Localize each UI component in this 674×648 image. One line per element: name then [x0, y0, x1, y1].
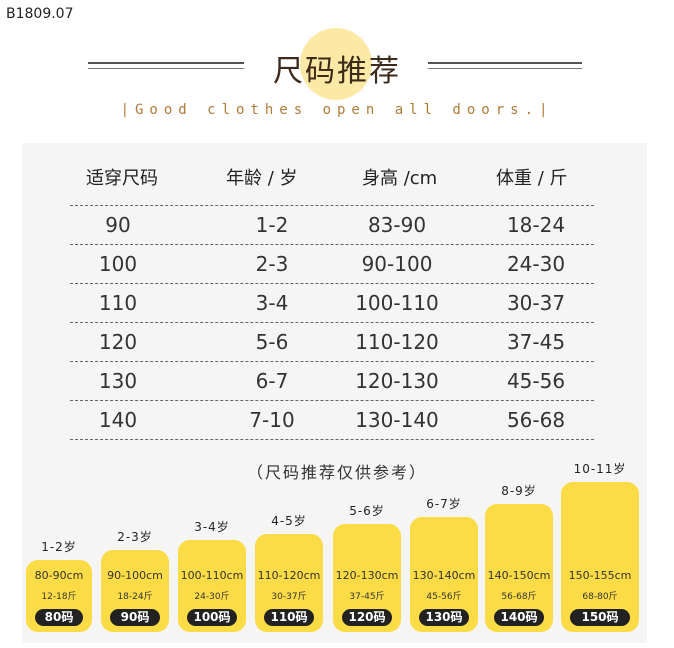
row-divider	[70, 439, 594, 440]
card-weight-range: 12-18斤	[41, 592, 77, 602]
card-height-range: 100-110cm	[180, 569, 244, 582]
age-cell: 1-2	[255, 213, 289, 237]
card-age-label: 2-3岁	[117, 530, 153, 544]
card-body: 80-90cm 12-18斤 80码	[26, 560, 92, 632]
height-cell: 130-140	[355, 408, 439, 432]
card-weight-range: 18-24斤	[117, 592, 153, 602]
age-cell: 7-10	[249, 408, 295, 432]
size-cell: 120	[98, 330, 138, 354]
age-cell: 6-7	[255, 369, 289, 393]
card-body: 100-110cm 24-30斤 100码	[178, 540, 246, 632]
row-divider	[70, 244, 594, 245]
height-cell: 100-110	[355, 291, 439, 315]
size-card: 3-4岁 100-110cm 24-30斤 100码	[178, 518, 246, 632]
card-height-range: 120-130cm	[335, 569, 399, 582]
table-row: 120 5-6 110-120 37-45	[0, 322, 674, 361]
table-row: 90 1-2 83-90 18-24	[0, 205, 674, 244]
age-cell: 3-4	[255, 291, 289, 315]
table-row: 100 2-3 90-100 24-30	[0, 244, 674, 283]
title-highlight-circle	[300, 28, 372, 100]
row-divider	[70, 205, 594, 206]
size-header: 尺码推荐	[0, 28, 674, 100]
size-cell: 100	[98, 252, 138, 276]
size-cell: 130	[98, 369, 138, 393]
product-code: B1809.07	[6, 6, 74, 22]
size-card: 6-7岁 130-140cm 45-56斤 130码	[410, 495, 478, 632]
height-cell: 110-120	[355, 330, 439, 354]
weight-cell: 18-24	[506, 213, 566, 237]
card-age-label: 8-9岁	[501, 484, 537, 498]
disclaimer-note: （尺码推荐仅供参考）	[246, 463, 427, 482]
size-card: 5-6岁 120-130cm 37-45斤 120码	[333, 502, 401, 632]
size-cell: 110	[98, 291, 138, 315]
card-body: 90-100cm 18-24斤 90码	[101, 550, 169, 632]
card-weight-range: 24-30斤	[194, 592, 230, 602]
card-height-range: 80-90cm	[34, 569, 84, 582]
size-card: 8-9岁 140-150cm 56-68斤 140码	[485, 482, 553, 632]
card-body: 120-130cm 37-45斤 120码	[333, 524, 401, 632]
card-weight-range: 56-68斤	[501, 592, 537, 602]
row-divider	[70, 322, 594, 323]
card-age-label: 5-6岁	[349, 504, 385, 518]
card-height-range: 140-150cm	[487, 569, 551, 582]
card-weight-range: 68-80斤	[582, 592, 618, 602]
card-size-badge: 140码	[494, 609, 544, 626]
card-weight-range: 37-45斤	[349, 592, 385, 602]
row-divider	[70, 283, 594, 284]
title-rule-right-thin	[428, 68, 582, 69]
card-body: 140-150cm 56-68斤 140码	[485, 504, 553, 632]
height-cell: 120-130	[355, 369, 439, 393]
row-divider	[70, 400, 594, 401]
weight-cell: 45-56	[506, 369, 566, 393]
card-weight-range: 30-37斤	[271, 592, 307, 602]
size-card: 2-3岁 90-100cm 18-24斤 90码	[101, 528, 169, 632]
column-header-age: 年龄 / 岁	[226, 168, 298, 189]
title-rule-left-thin	[88, 68, 244, 69]
card-age-label: 4-5岁	[271, 514, 307, 528]
card-height-range: 110-120cm	[257, 569, 321, 582]
size-card: 4-5岁 110-120cm 30-37斤 110码	[255, 512, 323, 632]
weight-cell: 56-68	[506, 408, 566, 432]
size-cell: 140	[98, 408, 138, 432]
column-header-height: 身高 /cm	[362, 168, 438, 189]
title-rule-left	[88, 62, 244, 64]
table-row: 140 7-10 130-140 56-68	[0, 400, 674, 439]
table-row: 110 3-4 100-110 30-37	[0, 283, 674, 322]
card-height-range: 130-140cm	[412, 569, 476, 582]
column-header-weight: 体重 / 斤	[496, 168, 568, 189]
card-size-badge: 110码	[264, 609, 314, 626]
column-header-size: 适穿尺码	[86, 168, 158, 189]
card-weight-range: 45-56斤	[426, 592, 462, 602]
age-cell: 2-3	[255, 252, 289, 276]
weight-cell: 37-45	[506, 330, 566, 354]
card-size-badge: 150码	[570, 609, 630, 626]
card-age-label: 10-11岁	[573, 462, 627, 476]
card-size-badge: 100码	[187, 609, 237, 626]
card-body: 130-140cm 45-56斤 130码	[410, 517, 478, 632]
slogan: |Good clothes open all doors.|	[120, 102, 554, 118]
weight-cell: 24-30	[506, 252, 566, 276]
card-height-range: 150-155cm	[568, 569, 632, 582]
height-cell: 90-100	[361, 252, 433, 276]
title-rule-right	[428, 62, 582, 64]
height-cell: 83-90	[367, 213, 427, 237]
page-title: 尺码推荐	[273, 54, 401, 89]
age-cell: 5-6	[255, 330, 289, 354]
card-age-label: 6-7岁	[426, 497, 462, 511]
card-size-badge: 130码	[419, 609, 469, 626]
card-size-badge: 120码	[342, 609, 392, 626]
size-cell: 90	[105, 213, 131, 237]
card-age-label: 3-4岁	[194, 520, 230, 534]
size-card: 1-2岁 80-90cm 12-18斤 80码	[26, 538, 92, 632]
card-size-badge: 80码	[35, 609, 83, 626]
card-size-badge: 90码	[110, 609, 160, 626]
card-age-label: 1-2岁	[41, 540, 77, 554]
size-card: 10-11岁 150-155cm 68-80斤 150码	[561, 460, 639, 632]
card-height-range: 90-100cm	[107, 569, 163, 582]
card-body: 150-155cm 68-80斤 150码	[561, 482, 639, 632]
card-body: 110-120cm 30-37斤 110码	[255, 534, 323, 632]
row-divider	[70, 361, 594, 362]
weight-cell: 30-37	[506, 291, 566, 315]
table-row: 130 6-7 120-130 45-56	[0, 361, 674, 400]
